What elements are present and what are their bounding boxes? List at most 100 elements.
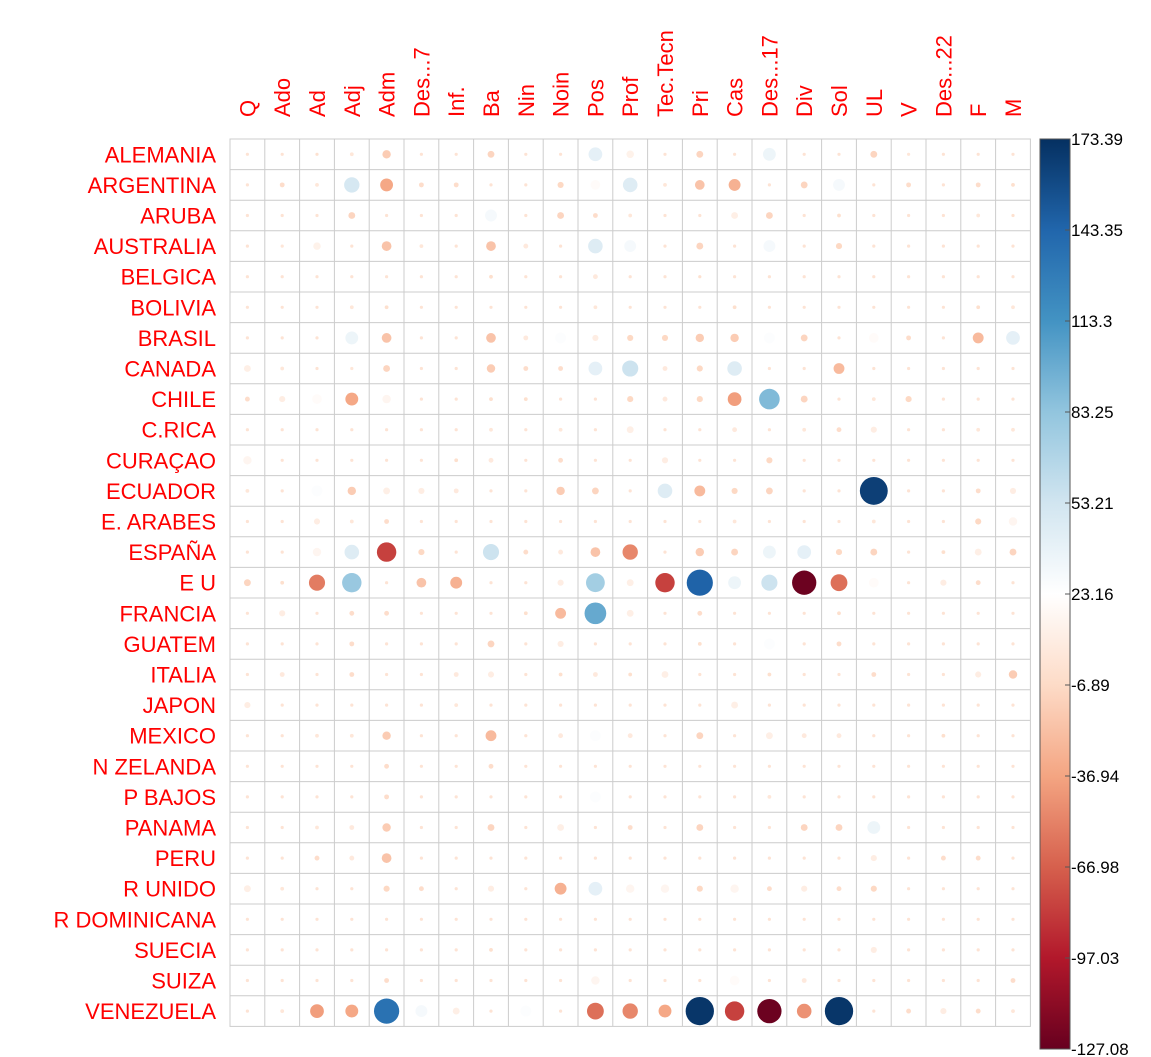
data-circle (976, 427, 981, 432)
data-circle (489, 183, 493, 187)
data-circle (728, 178, 741, 191)
data-circle (872, 183, 876, 187)
data-circle (872, 734, 876, 738)
row-label: PERU (155, 846, 216, 871)
data-circle (524, 642, 528, 646)
data-circle (280, 519, 284, 524)
legend-ticks: 173.39 143.35 113.3 83.25 53.21 23.16 -6.89 -36… (1065, 130, 1129, 1057)
data-circle (628, 764, 632, 768)
data-circle (349, 610, 355, 616)
data-circle (907, 642, 911, 646)
data-circle (523, 549, 529, 555)
column-label: Des...22 (931, 35, 956, 117)
data-circle (348, 212, 356, 219)
data-circle (628, 856, 632, 860)
data-circle (419, 978, 423, 983)
data-circle (1011, 642, 1015, 646)
data-circle (837, 152, 841, 156)
data-circle (802, 917, 806, 921)
data-circle (872, 764, 876, 768)
data-circle (731, 548, 739, 556)
data-circle (524, 428, 528, 432)
data-circle (625, 884, 635, 893)
data-circle (591, 976, 600, 985)
data-circle (663, 244, 667, 248)
data-circle (698, 856, 702, 860)
data-circle (802, 152, 806, 156)
data-circle (310, 1004, 324, 1018)
data-circle (376, 542, 397, 562)
data-circle (345, 1004, 359, 1018)
data-circle (308, 574, 326, 591)
data-circle (245, 734, 249, 738)
data-circle (554, 882, 567, 895)
data-circle (1011, 795, 1015, 799)
data-circle (870, 855, 877, 862)
data-circle (837, 397, 841, 401)
data-circle (345, 331, 359, 345)
data-circle (586, 1002, 604, 1020)
data-circle (454, 336, 458, 340)
data-circle (837, 703, 841, 707)
data-circle (454, 703, 459, 707)
data-circle (524, 703, 528, 707)
data-circle (524, 856, 528, 860)
row-label: VENEZUELA (85, 999, 216, 1024)
data-circle (765, 487, 773, 495)
data-circle (1011, 397, 1015, 401)
data-circle (384, 519, 390, 524)
data-circle (872, 611, 876, 615)
data-circle (280, 428, 284, 432)
data-circle (419, 825, 423, 830)
data-circle (315, 275, 319, 279)
data-circle (801, 978, 807, 983)
data-circle (415, 1005, 428, 1018)
data-circle (313, 242, 321, 250)
row-label: ECUADOR (106, 479, 216, 504)
data-circle (419, 856, 423, 860)
data-circle (279, 672, 285, 677)
data-circle (802, 703, 806, 707)
data-circle (524, 519, 528, 524)
data-circle (243, 365, 251, 372)
data-circle (350, 948, 354, 952)
data-circle (555, 607, 567, 619)
data-circle (836, 733, 842, 739)
data-circle (350, 244, 354, 248)
data-circle (245, 336, 249, 340)
data-circle (593, 856, 598, 860)
data-circle (976, 458, 980, 462)
data-circle (280, 764, 284, 768)
data-circle (661, 671, 669, 678)
data-circle (941, 244, 946, 248)
data-circle (373, 998, 400, 1024)
row-label: R UNIDO (123, 877, 216, 902)
data-circle (385, 458, 389, 462)
data-circle (698, 305, 702, 309)
data-circle (907, 305, 911, 309)
data-circle (454, 519, 458, 524)
data-circle (590, 547, 601, 557)
data-circle (453, 488, 459, 494)
column-label: Inf. (444, 86, 469, 117)
data-circle (696, 242, 704, 250)
data-circle (489, 581, 493, 585)
data-circle (658, 1004, 672, 1018)
data-circle (628, 305, 632, 309)
data-circle (524, 734, 528, 738)
data-circle (280, 275, 284, 279)
legend-tick-label: -36.94 (1071, 767, 1119, 786)
data-circle (488, 457, 494, 463)
data-circle (555, 332, 567, 344)
data-circle (907, 703, 911, 707)
column-label: Pri (688, 90, 713, 117)
data-circle (628, 948, 632, 952)
data-circle (872, 366, 876, 371)
data-circle (245, 550, 249, 554)
data-circle (245, 825, 249, 830)
data-circle (976, 703, 980, 707)
row-label: N ZELANDA (93, 754, 217, 779)
data-circle (763, 332, 775, 344)
data-circle (767, 978, 772, 983)
column-labels: Q Ado Ad Adj Adm Des...7 Inf. Ba Nin Noin Pos Prof T… (235, 30, 1026, 117)
